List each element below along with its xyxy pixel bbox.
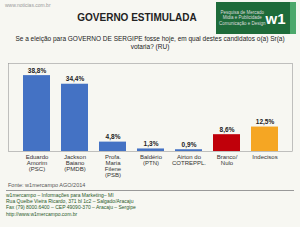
svg-text:1,3%: 1,3% — [144, 140, 159, 148]
html-text:GOVERNO ESTIMULADA: GOVERNO ESTIMULADA — [77, 12, 197, 23]
svg-text:Branco/Nulo: Branco/Nulo — [217, 154, 238, 166]
html-text:Rua Quelbe Vieira Ricardo, 371: Rua Quelbe Vieira Ricardo, 371 bl 1c2 – … — [6, 198, 134, 205]
svg-text:Indecisos: Indecisos — [252, 154, 277, 160]
html-text:Fonte: w1mercampo AGO/2014: Fonte: w1mercampo AGO/2014 — [8, 182, 86, 188]
svg-text:EduardoAmorim(PSC): EduardoAmorim(PSC) — [26, 154, 49, 172]
html-text:w1mercampo – Informações para: w1mercampo – Informações para Marketing–… — [6, 192, 114, 198]
html-text:Fax (79) 8000.6400 – CEP 49090: Fax (79) 8000.6400 – CEP 49090-370 – Ara… — [6, 204, 136, 211]
html-text:http://www.w1mercampo.com.br: http://www.w1mercampo.com.br — [6, 210, 78, 217]
svg-text:JacksonBaiano(PMDB): JacksonBaiano(PMDB) — [64, 154, 86, 172]
html-text:Se a eleição para GOVERNO DE S: Se a eleição para GOVERNO DE SERGIPE fos… — [15, 35, 285, 50]
svg-text:4,8%: 4,8% — [106, 133, 121, 141]
svg-text:0,9%: 0,9% — [182, 141, 197, 149]
svg-text:38,8%: 38,8% — [28, 67, 47, 75]
svg-text:Profa.MariaFilene(PSB): Profa.MariaFilene(PSB) — [105, 154, 122, 178]
svg-text:12,5%: 12,5% — [256, 118, 275, 126]
svg-text:Baldério(PTN): Baldério(PTN) — [140, 154, 163, 166]
svg-text:34,4%: 34,4% — [66, 75, 85, 83]
svg-text:8,6%: 8,6% — [220, 126, 235, 134]
html-text:Pesquisa de Mercado Midia e Pu: Pesquisa de Mercado Midia e Publicidade … — [219, 9, 266, 26]
html-text:w1: w1 — [265, 9, 286, 27]
svg-text:Airton doCOTREPPL.: Airton doCOTREPPL. — [172, 154, 206, 166]
html-text:www.noticias.com.br: www.noticias.com.br — [5, 2, 51, 8]
